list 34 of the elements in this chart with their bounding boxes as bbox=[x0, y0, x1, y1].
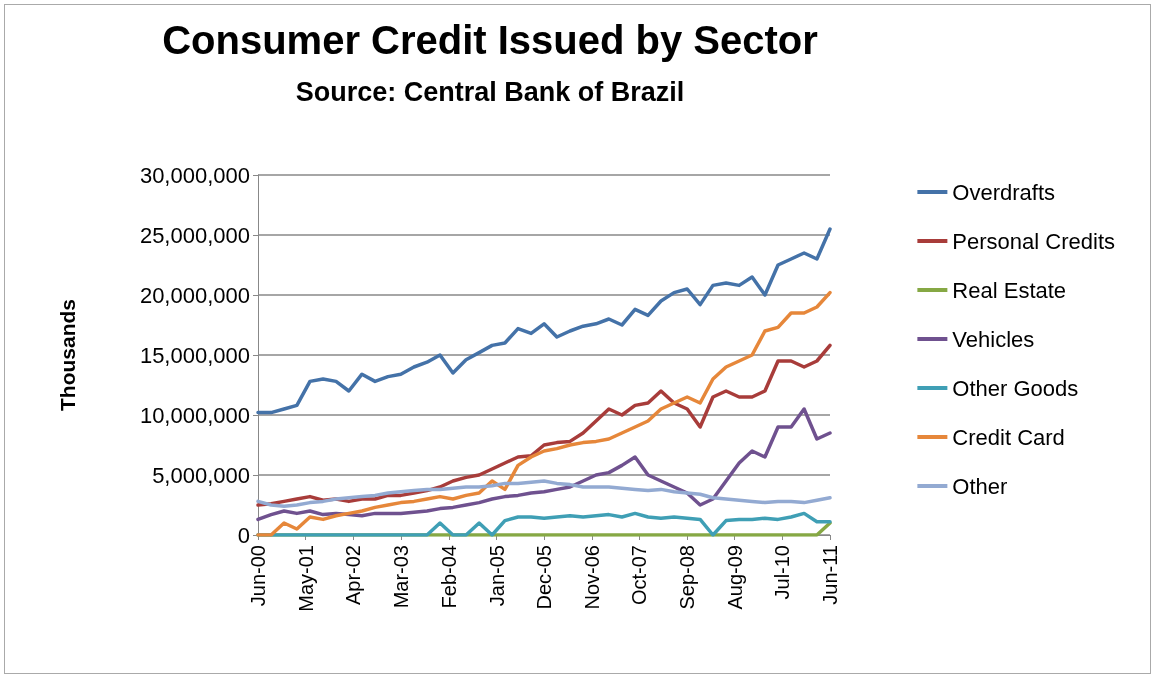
legend-label: Personal Credits bbox=[952, 228, 1116, 254]
line-series bbox=[256, 343, 832, 507]
legend-label: Credit Card bbox=[952, 424, 1065, 450]
y-tick-label: 15,000,000 bbox=[139, 342, 250, 368]
y-tick-label: 5,000,000 bbox=[152, 462, 250, 488]
x-tick-label: Feb-04 bbox=[437, 545, 460, 609]
chart-title: Consumer Credit Issued by Sector bbox=[162, 18, 818, 62]
y-tick-label: 30,000,000 bbox=[139, 162, 250, 188]
x-tick-label: Oct-07 bbox=[628, 545, 651, 606]
line-series bbox=[256, 479, 832, 508]
y-tick-label: 20,000,000 bbox=[139, 282, 250, 308]
y-tick-label: 0 bbox=[237, 522, 250, 548]
x-tick-label: Jan-05 bbox=[485, 545, 508, 607]
legend-label: Other bbox=[952, 473, 1008, 499]
y-tick-label: 10,000,000 bbox=[139, 402, 250, 428]
x-tick-label: Jun-00 bbox=[247, 545, 269, 607]
x-tick-label: Aug-09 bbox=[723, 545, 746, 610]
legend-label: Other Goods bbox=[952, 375, 1079, 401]
x-tick-label: Sep-08 bbox=[676, 545, 699, 610]
line-series bbox=[256, 407, 832, 522]
x-tick-label: Apr-02 bbox=[342, 545, 365, 606]
y-axis-title: Thousands bbox=[56, 298, 79, 412]
chart-subtitle: Source: Central Bank of Brazil bbox=[295, 76, 685, 107]
y-tick-label: 25,000,000 bbox=[139, 222, 250, 248]
legend-label: Overdrafts bbox=[952, 179, 1056, 205]
legend-label: Vehicles bbox=[952, 326, 1035, 352]
x-tick-label: Jul-10 bbox=[771, 545, 794, 600]
x-tick-label: Jun-11 bbox=[819, 545, 841, 605]
x-tick-label: May-01 bbox=[294, 545, 317, 612]
x-tick-label: Mar-03 bbox=[389, 545, 412, 609]
x-tick-label: Dec-05 bbox=[533, 545, 556, 610]
x-tick-label: Nov-06 bbox=[580, 545, 603, 610]
legend-label: Real Estate bbox=[952, 277, 1067, 303]
line-series bbox=[256, 227, 832, 415]
